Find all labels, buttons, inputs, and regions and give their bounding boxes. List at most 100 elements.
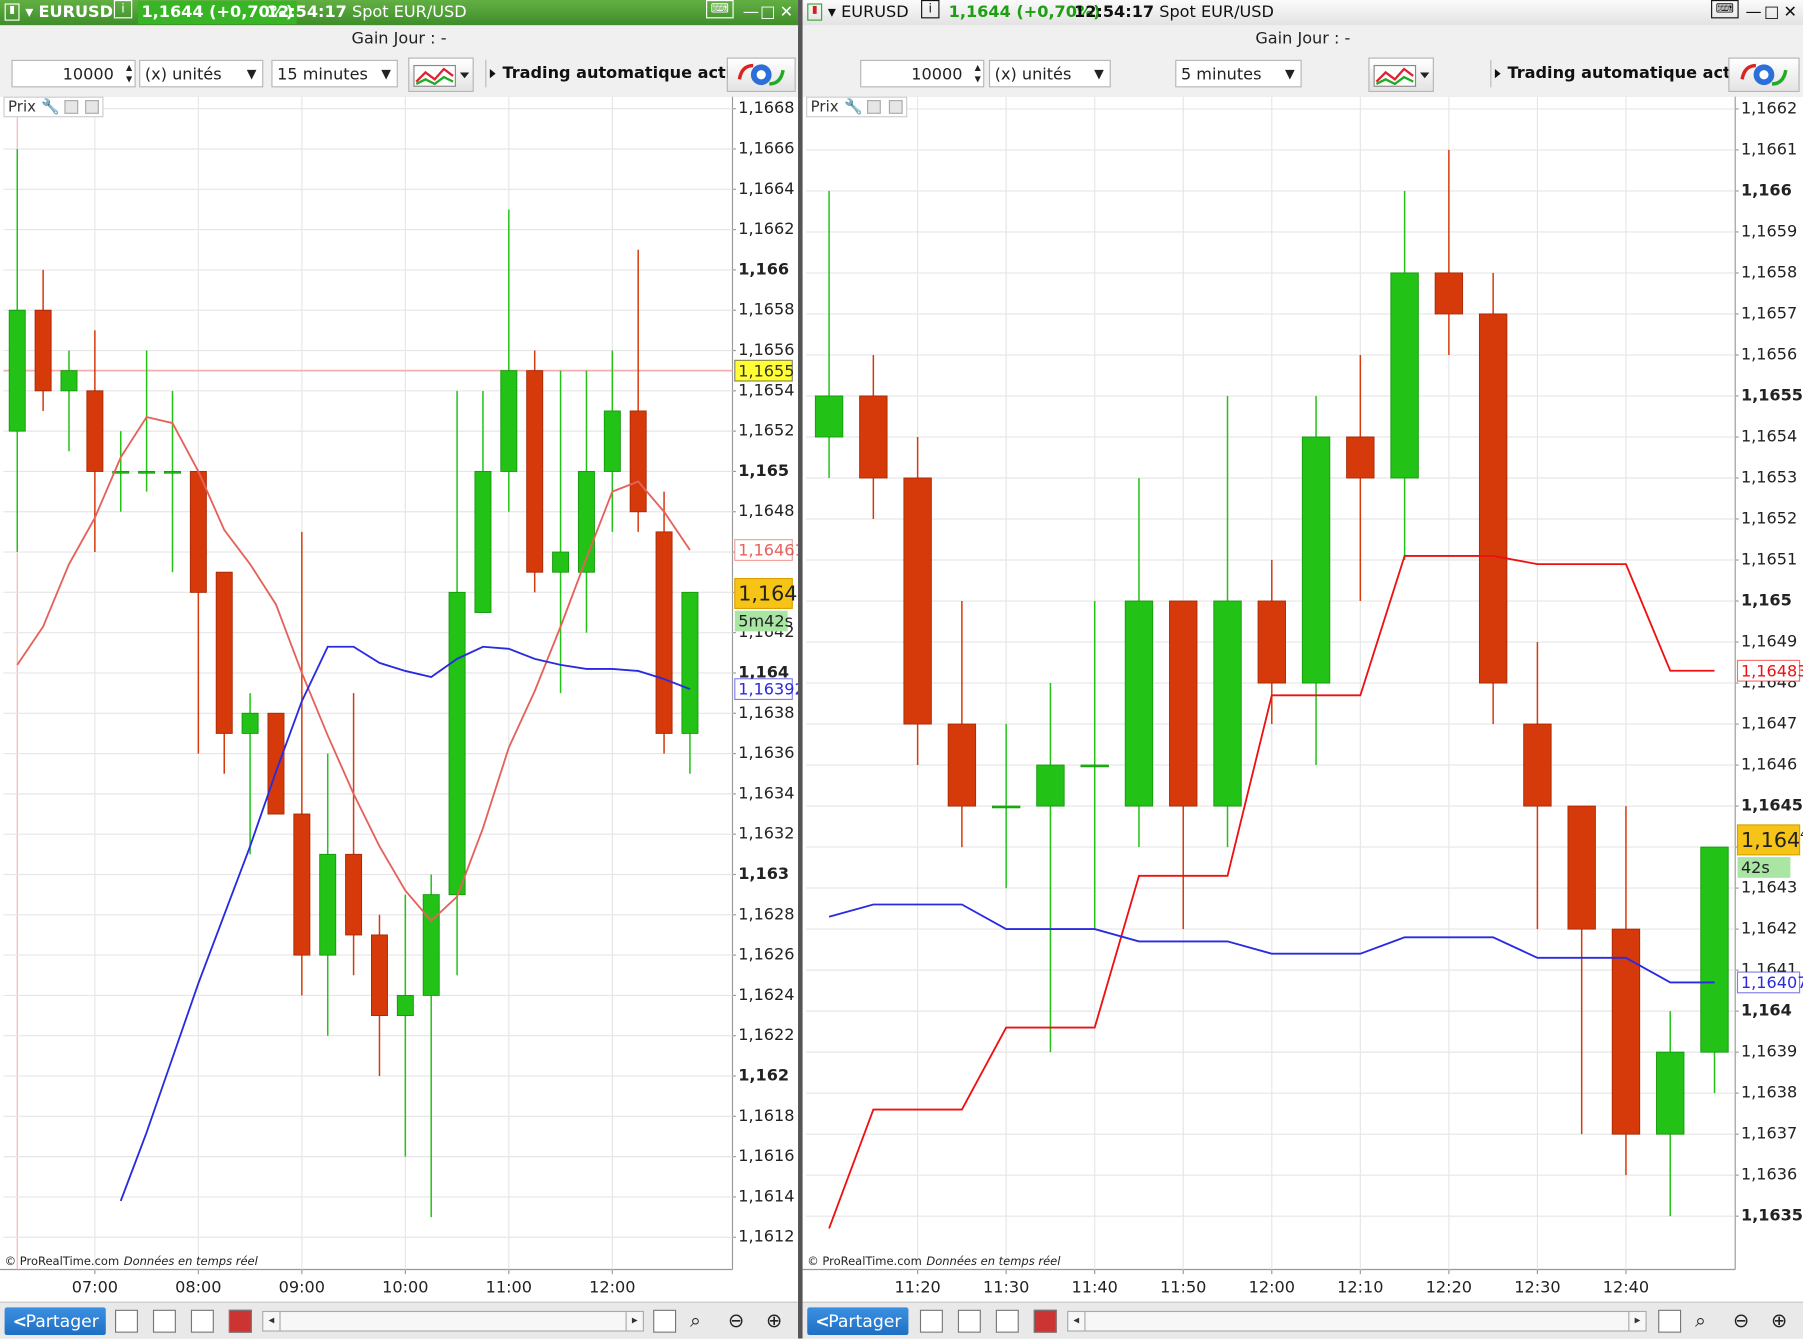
- y-tick-label: 1,1652: [738, 421, 794, 440]
- instrument: Spot EUR/USD: [1159, 3, 1274, 22]
- tool-icon[interactable]: [653, 1309, 677, 1333]
- candle-body: [1346, 436, 1375, 479]
- value-tag-label: 1,16407: [1741, 973, 1803, 992]
- tool-icon[interactable]: [152, 1309, 176, 1333]
- x-tick-label: 12:40: [1603, 1277, 1649, 1296]
- value-tag: [1736, 971, 1801, 994]
- units-select[interactable]: (x) unités ▼: [988, 59, 1111, 88]
- tool-icon[interactable]: [190, 1309, 214, 1333]
- y-tick-label: 1,1626: [738, 945, 794, 964]
- panel-icon[interactable]: [64, 100, 79, 114]
- y-tick-label: 1,1666: [738, 138, 794, 157]
- candle-body: [991, 805, 1021, 809]
- tool-icon[interactable]: [1658, 1309, 1682, 1333]
- auto-trading[interactable]: Trading automatique activé: [1490, 59, 1758, 88]
- panel-name: Prix: [810, 98, 839, 117]
- maximize[interactable]: □: [1763, 3, 1780, 22]
- panel-icon[interactable]: [867, 100, 881, 114]
- zoom-in[interactable]: ⊕: [765, 1309, 783, 1333]
- tool-icon[interactable]: [1033, 1309, 1057, 1333]
- units: (x) unités: [144, 65, 222, 84]
- candle-body: [1567, 805, 1596, 930]
- y-tick-label: 1,1645: [1741, 796, 1803, 815]
- y-tick-label: 1,1647: [1741, 714, 1797, 733]
- price-tag-sup: 4: [797, 579, 798, 594]
- indicator-button[interactable]: [408, 57, 474, 92]
- share-button[interactable]: Partager: [807, 1307, 909, 1336]
- quote: 1,1644 (+0,70%): [137, 1, 297, 25]
- candle-body: [681, 591, 699, 734]
- scrollbar[interactable]: [1067, 1310, 1647, 1332]
- info-icon[interactable]: i: [113, 0, 133, 19]
- chart-window: ▮ ▾ EURUSD i 1,1644 (+0,70%) 12:54:17 Sp…: [0, 0, 799, 1339]
- price-tag: [1736, 824, 1801, 856]
- keyboard-icon[interactable]: ⌨: [1711, 0, 1739, 19]
- indicator-line: [828, 903, 1715, 984]
- scrollbar[interactable]: [262, 1310, 644, 1332]
- indicator-icon: [413, 64, 470, 87]
- tool-icon[interactable]: [228, 1309, 252, 1333]
- chart-background: [802, 96, 1803, 1302]
- panel-icon[interactable]: [888, 100, 903, 114]
- y-tick-label: 1,1638: [1741, 1083, 1797, 1102]
- x-tick-label: 11:30: [983, 1277, 1029, 1296]
- settings-icon[interactable]: 🔧: [41, 98, 61, 117]
- gear-icon: [737, 63, 785, 86]
- keyboard-icon[interactable]: ⌨: [706, 0, 734, 19]
- candle-body: [603, 410, 621, 472]
- y-tick-label: 1,1652: [1741, 508, 1797, 527]
- candle-body: [1390, 272, 1419, 479]
- x-tick-label: 12:20: [1426, 1277, 1472, 1296]
- indicator-line: [119, 645, 691, 1202]
- timeframe-select[interactable]: 5 minutes ▼: [1175, 59, 1302, 88]
- y-tick-label: 1,162: [738, 1066, 789, 1085]
- tool-icon[interactable]: [114, 1309, 138, 1333]
- share-button[interactable]: Partager: [4, 1307, 106, 1336]
- title-symbol[interactable]: ▾ EURUSD: [827, 3, 909, 22]
- x-tick-label: 12:00: [1249, 1277, 1295, 1296]
- quantity-input[interactable]: 10000 ▲ ▼: [860, 59, 985, 88]
- candle-body: [370, 934, 388, 1017]
- app-icon[interactable]: ▮: [807, 3, 823, 21]
- close[interactable]: ✕: [1783, 3, 1797, 22]
- candle-body: [1080, 764, 1109, 768]
- order-toolbar: 10000 ▲ ▼ (x) unités ▼ 15 minutes ▼ Trading …: [0, 52, 799, 98]
- zoom-out[interactable]: ⊖: [1732, 1309, 1750, 1333]
- indicator-button[interactable]: [1368, 57, 1434, 92]
- zoom-fit[interactable]: ⌕: [689, 1309, 701, 1333]
- auto-trading-button[interactable]: [1728, 57, 1800, 92]
- zoom-fit[interactable]: ⌕: [1694, 1309, 1706, 1333]
- zoom-in[interactable]: ⊕: [1770, 1309, 1788, 1333]
- candle-body: [859, 395, 888, 479]
- info-icon[interactable]: i: [921, 0, 940, 19]
- minimize[interactable]: —: [742, 3, 759, 22]
- timeframe-select[interactable]: 15 minutes ▼: [271, 59, 398, 88]
- tool-icon[interactable]: [957, 1309, 981, 1333]
- tool-icon[interactable]: [995, 1309, 1019, 1333]
- units: (x) unités: [994, 65, 1072, 84]
- close[interactable]: ✕: [779, 3, 794, 22]
- app-icon[interactable]: ▮: [4, 3, 20, 21]
- spinner[interactable]: ▲ ▼: [126, 63, 133, 84]
- settings-icon[interactable]: 🔧: [844, 98, 863, 117]
- zoom-out[interactable]: ⊖: [727, 1309, 745, 1333]
- minimize[interactable]: —: [1745, 3, 1762, 22]
- units-select[interactable]: (x) unités ▼: [139, 59, 264, 88]
- auto-trading[interactable]: Trading automatique activé: [485, 59, 753, 88]
- quantity-input[interactable]: 10000 ▲ ▼: [11, 59, 136, 88]
- panel-label: Prix 🔧: [3, 96, 104, 118]
- panel-icon[interactable]: [85, 100, 99, 114]
- y-tick-label: 1,1659: [1741, 221, 1797, 240]
- title-symbol[interactable]: ▾ EURUSD: [25, 3, 114, 22]
- auto-trading-button[interactable]: [726, 57, 796, 92]
- candle-body: [903, 477, 932, 725]
- y-tick-label: 1,1636: [1741, 1165, 1797, 1184]
- maximize[interactable]: □: [760, 3, 776, 22]
- spinner[interactable]: ▲ ▼: [974, 63, 981, 84]
- y-tick-label: 1,1654: [738, 380, 794, 399]
- chart-background: [0, 96, 799, 1302]
- candle-body: [34, 309, 52, 392]
- tool-icon[interactable]: [919, 1309, 943, 1333]
- price-tag-main: 1,164: [738, 582, 797, 606]
- y-tick-label: 1,1637: [1741, 1124, 1797, 1143]
